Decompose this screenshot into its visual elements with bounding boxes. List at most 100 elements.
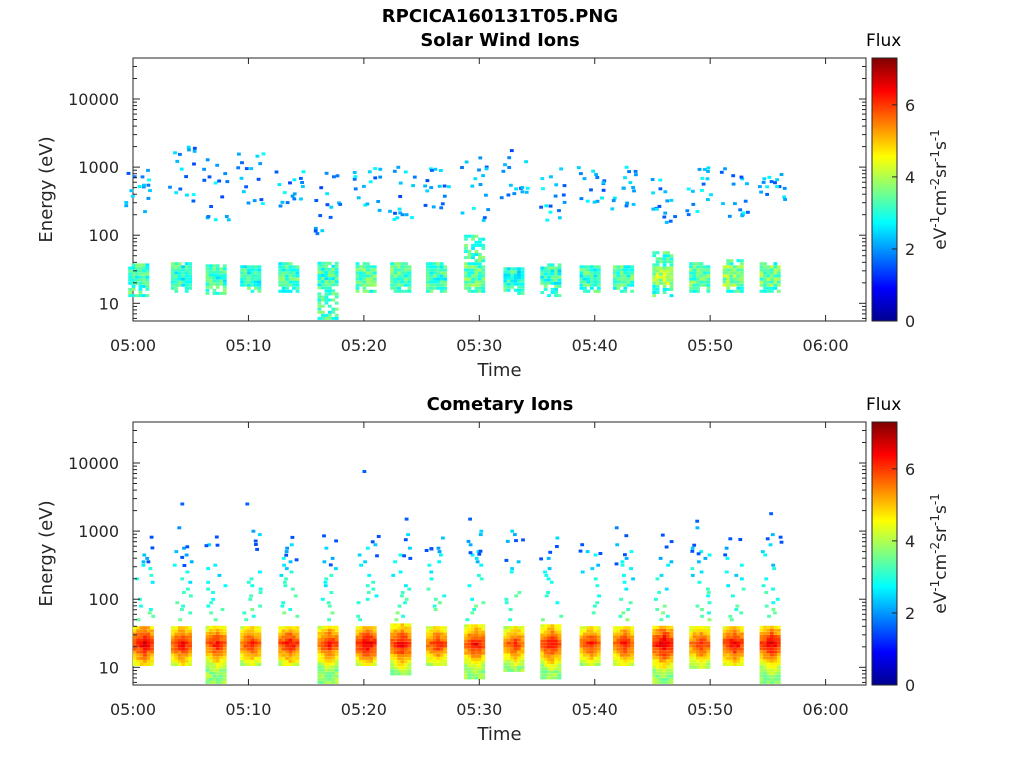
com-core-cell [623, 641, 628, 645]
x-tick-label: 05:50 [687, 700, 733, 719]
sw-low-energy-cell [205, 279, 210, 283]
com-core-cell [209, 644, 213, 648]
sw-low-energy-cell [331, 283, 336, 287]
sw-low-energy-cell [503, 270, 508, 274]
sw-low-energy-cell [659, 281, 663, 285]
sw-low-energy-cell [471, 271, 475, 275]
com-core-cell [355, 647, 360, 651]
sw-low-energy-cell [474, 262, 479, 266]
sw-low-energy-cell [288, 274, 293, 278]
sw-low-energy-cell [219, 282, 224, 286]
com-tail-cell [398, 553, 403, 557]
com-core-cell [773, 628, 778, 632]
sw-low-energy-cell [285, 286, 289, 290]
sw-high-energy-cell [662, 215, 667, 219]
com-core-cell [766, 641, 771, 645]
com-core-cell [666, 628, 670, 632]
com-tail-cell [184, 553, 189, 557]
com-core-cell [557, 645, 562, 649]
sw-low-energy-cell [222, 288, 227, 292]
com-core-cell [554, 651, 558, 655]
x-tick-label: 05:40 [572, 336, 618, 355]
com-core-cell [390, 657, 394, 661]
sw-low-energy-cell [474, 271, 479, 275]
sw-low-energy-cell [433, 277, 437, 281]
sw-low-energy-cell [138, 263, 143, 267]
sw-low-energy-cell [474, 280, 479, 284]
com-core-cell [586, 629, 591, 633]
sw-low-energy-cell [369, 280, 374, 284]
sw-low-energy-cell [254, 274, 258, 278]
com-core-cell [212, 677, 217, 681]
com-core-cell [547, 670, 551, 674]
com-tail-cell [629, 550, 634, 554]
com-core-cell [181, 656, 186, 660]
com-core-cell [188, 663, 192, 666]
com-core-cell [146, 656, 151, 660]
sw-low-energy-cell [689, 262, 693, 266]
com-core-cell [550, 639, 555, 643]
com-core-cell [478, 630, 482, 634]
com-core-cell [729, 663, 734, 666]
com-core-cell [689, 629, 693, 632]
sw-high-energy-cell [174, 191, 179, 195]
sw-low-energy-cell [669, 266, 674, 270]
sw-high-energy-cell [186, 145, 191, 149]
com-core-cell [209, 628, 213, 632]
sw-low-energy-cell [630, 271, 635, 275]
sw-low-energy-cell [334, 307, 339, 311]
sw-high-energy-cell [277, 183, 282, 187]
com-core-cell [174, 659, 179, 663]
com-tail-cell [615, 543, 620, 547]
com-core-cell [766, 644, 771, 648]
sw-low-energy-cell [128, 281, 132, 285]
com-core-cell [278, 663, 283, 666]
com-core-cell [433, 632, 437, 636]
com-core-cell [593, 641, 598, 645]
sw-low-energy-cell [436, 283, 441, 287]
com-tail-cell [664, 545, 669, 549]
com-core-cell [407, 623, 412, 627]
sw-low-energy-cell [517, 288, 521, 292]
com-core-cell [467, 624, 472, 628]
com-core-cell [464, 670, 468, 674]
com-core-cell [655, 662, 660, 666]
com-core-cell [579, 641, 584, 645]
com-core-cell [613, 632, 617, 636]
com-core-cell [439, 638, 444, 642]
com-core-cell [170, 635, 175, 639]
com-core-cell [184, 626, 189, 630]
com-tail-cell [406, 533, 410, 537]
com-core-cell [188, 629, 192, 633]
com-core-cell [436, 659, 441, 663]
com-core-cell [776, 656, 781, 660]
com-core-cell [666, 677, 670, 681]
com-core-cell [436, 626, 441, 630]
sw-low-energy-cell [596, 268, 601, 272]
com-core-cell [292, 653, 296, 657]
com-core-cell [766, 674, 771, 678]
com-core-cell [699, 644, 704, 648]
sw-low-energy-cell [324, 301, 329, 305]
com-core-cell [219, 625, 224, 629]
sw-low-energy-cell [327, 277, 332, 281]
com-core-cell [706, 656, 711, 660]
com-core-cell [247, 644, 251, 648]
com-core-cell [139, 626, 144, 630]
com-core-cell [471, 670, 475, 674]
com-core-cell [366, 632, 370, 636]
sw-low-energy-cell [579, 271, 584, 275]
com-tail-cell [628, 601, 633, 605]
com-core-cell [623, 647, 628, 651]
com-core-cell [547, 661, 551, 664]
com-core-cell [467, 642, 472, 646]
com-core-cell [174, 663, 179, 666]
com-tail-cell [282, 563, 286, 567]
com-core-cell [285, 629, 289, 633]
sw-high-energy-cell [404, 213, 409, 217]
com-core-cell [478, 667, 482, 671]
sw-low-energy-cell [662, 291, 667, 294]
com-core-cell [740, 629, 744, 633]
sw-low-energy-cell [596, 265, 601, 269]
sw-high-energy-cell [223, 172, 228, 176]
